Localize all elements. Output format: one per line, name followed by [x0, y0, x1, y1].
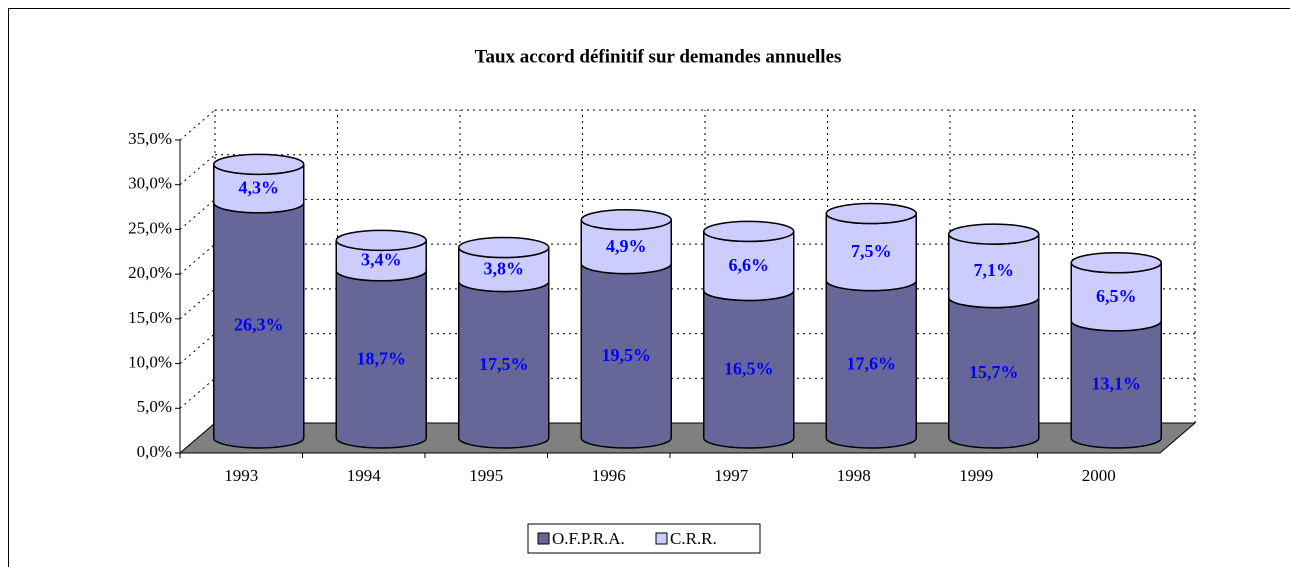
y-tick-label: 35,0% [128, 129, 172, 148]
cylinder-top [1070, 251, 1162, 274]
grid-line-side [179, 333, 216, 364]
cylinder-top [948, 223, 1040, 245]
grid-line-side [179, 288, 216, 320]
legend [527, 523, 761, 554]
cylinder-top [580, 209, 672, 231]
value-label: 19,5% [602, 345, 652, 365]
value-label: 3,8% [484, 259, 525, 279]
cylinder-top [703, 220, 795, 243]
y-tick-label: 25,0% [128, 218, 172, 237]
value-label: 26,3% [234, 315, 284, 335]
legend-label: O.F.P.R.A. [552, 529, 625, 548]
grid-line-side [179, 243, 216, 275]
x-tick-label: 1997 [714, 466, 749, 485]
value-label: 7,5% [851, 241, 892, 261]
chart-title: Taux accord définitif sur demandes annue… [475, 46, 842, 67]
value-label: 4,9% [606, 236, 647, 256]
x-tick-label: 1999 [959, 466, 993, 485]
value-label: 18,7% [357, 349, 407, 369]
grid-line-side [179, 154, 216, 186]
cylinder-top [458, 236, 550, 259]
x-tick-label: 1998 [837, 466, 871, 485]
value-label: 3,4% [361, 250, 402, 270]
grid-line-side [179, 377, 216, 409]
y-tick-label: 20,0% [128, 263, 172, 282]
grid-line-side [179, 422, 216, 454]
x-tick-label: 1995 [469, 466, 503, 485]
value-label: 17,5% [479, 354, 529, 374]
value-label: 6,6% [729, 255, 770, 275]
x-tick-label: 1993 [224, 466, 258, 485]
value-label: 16,5% [724, 358, 774, 378]
legend-swatch [537, 532, 550, 545]
y-tick-label: 10,0% [128, 352, 172, 371]
value-label: 17,6% [847, 353, 897, 373]
legend-swatch [655, 532, 668, 545]
x-tick-label: 2000 [1082, 466, 1116, 485]
cylinder-top [213, 153, 305, 176]
cylinder-top [825, 202, 917, 225]
value-label: 4,3% [239, 178, 280, 198]
grid-line-side [179, 199, 216, 230]
legend-label: C.R.R. [670, 529, 717, 548]
x-tick-label: 1994 [347, 466, 382, 485]
cylinder-top [335, 229, 427, 252]
y-tick-label: 30,0% [128, 174, 172, 193]
x-tick-label: 1996 [592, 466, 626, 485]
value-label: 13,1% [1092, 374, 1142, 394]
y-tick-label: 5,0% [137, 397, 172, 416]
value-label: 7,1% [974, 260, 1015, 280]
floor [178, 422, 1197, 454]
y-tick-label: 0,0% [137, 442, 172, 461]
value-label: 15,7% [969, 362, 1019, 382]
grid-line-side [179, 109, 216, 141]
y-tick-label: 15,0% [128, 308, 172, 327]
value-label: 6,5% [1096, 286, 1137, 306]
